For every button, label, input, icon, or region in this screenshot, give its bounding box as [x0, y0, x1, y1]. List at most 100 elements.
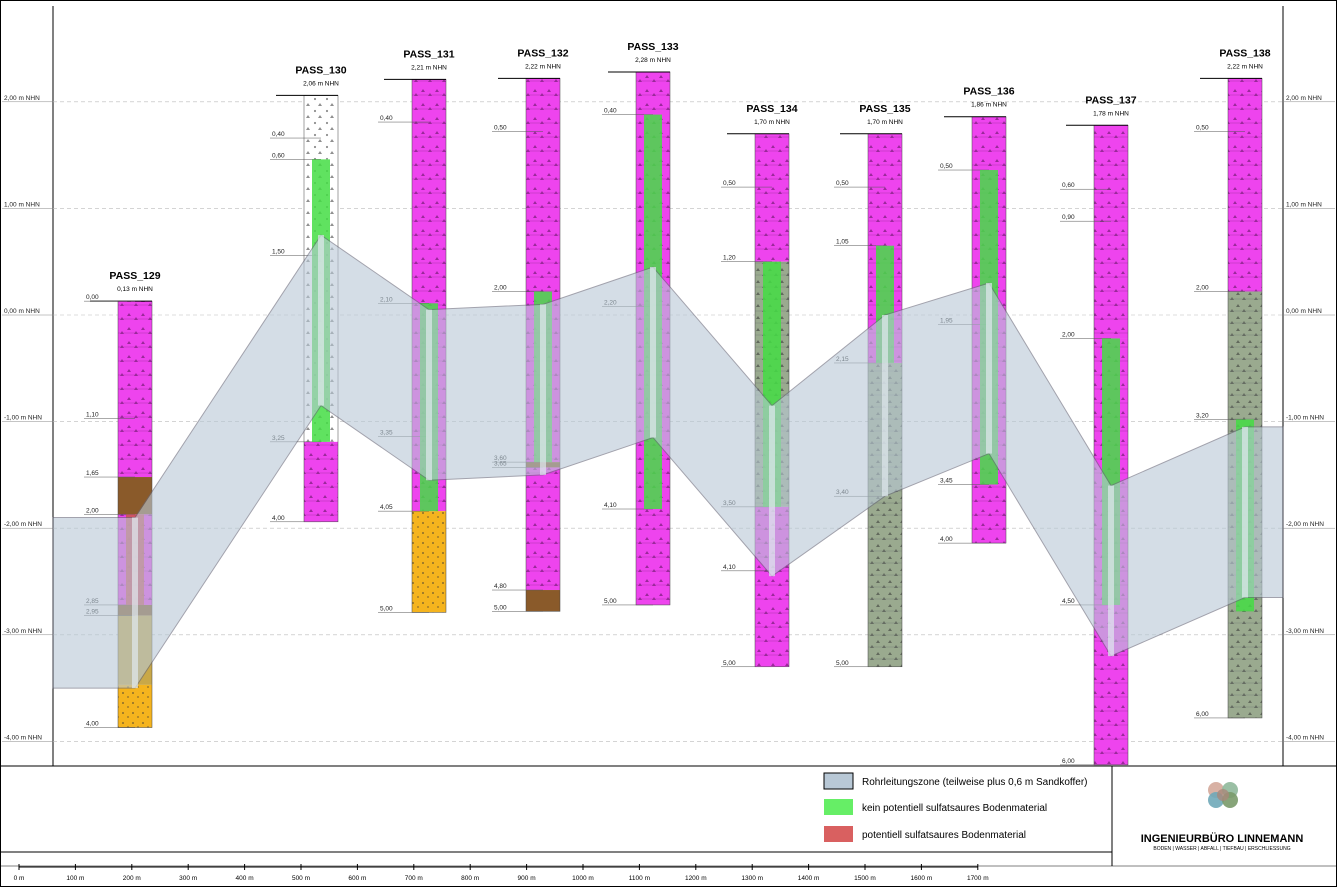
borehole-elevation: 2,28 m NHN — [635, 57, 671, 64]
elevation-axis-left: 2,00 m NHN 1,00 m NHN 0,00 m NHN -1,00 m NH… — [2, 95, 53, 742]
elevation-label-right: 2,00 m NHN — [1286, 95, 1322, 102]
depth-marker-label: 6,00 — [1062, 758, 1075, 765]
legend: Rohrleitungszone (teilweise plus 0,6 m S… — [823, 772, 1088, 842]
depth-marker-label: 1,65 — [86, 470, 99, 477]
depth-marker-label: 0,50 — [723, 180, 736, 187]
soil-layer-hatch — [1094, 125, 1128, 339]
scale-label: 1400 m — [798, 875, 820, 882]
borehole-pass_138: 0,50 2,00 3,20 6,00 — [1194, 77, 1263, 719]
elevation-label-right: 1,00 m NHN — [1286, 201, 1322, 208]
scale-label: 1500 m — [854, 875, 876, 882]
legend-swatch-sulfate — [824, 826, 853, 842]
soil-layer-hatch — [304, 441, 338, 522]
scale-label: 800 m — [461, 875, 479, 882]
elevation-gridlines — [53, 101, 1283, 742]
elevation-label-right: 0,00 m NHN — [1286, 308, 1322, 315]
depth-marker-label: 4,50 — [1062, 598, 1075, 605]
legend-label-non-sulfate: kein potentiell sulfatsaures Bodenmateri… — [862, 803, 1047, 814]
depth-marker-label: 4,00 — [940, 536, 953, 543]
elevation-label-right: -3,00 m NHN — [1286, 628, 1324, 635]
company-name: INGENIEURBÜRO LINNEMANN — [1141, 832, 1304, 845]
depth-marker-label: 0,40 — [380, 115, 393, 122]
soil-layer-hatch — [304, 95, 338, 160]
elevation-label-left: -3,00 m NHN — [4, 628, 42, 635]
soil-layer-hatch — [1228, 78, 1262, 292]
pipe-segment — [318, 235, 324, 406]
borehole-elevation: 2,22 m NHN — [1227, 63, 1263, 70]
depth-marker-label: 5,00 — [723, 660, 736, 667]
depth-marker-label: 4,10 — [604, 502, 617, 509]
borehole-elevation: 1,70 m NHN — [754, 119, 790, 126]
borehole-labels: PASS_129 0,13 m NHN PASS_130 2,06 m NHN PASS… — [109, 41, 1270, 293]
elevation-label-left: -2,00 m NHN — [4, 521, 42, 528]
depth-marker-label: 1,05 — [836, 239, 849, 246]
soil-layer-brown — [526, 590, 560, 612]
borehole-elevation: 2,22 m NHN — [525, 63, 561, 70]
borehole-name: PASS_137 — [1085, 94, 1136, 106]
depth-marker-label: 0,60 — [1062, 182, 1075, 189]
company-tagline: BODEN | WASSER | ABFALL | TIEFBAU | ERSC… — [1153, 846, 1290, 852]
scale-label: 500 m — [292, 875, 310, 882]
depth-marker-label: 2,00 — [86, 507, 99, 514]
scale-label: 600 m — [348, 875, 366, 882]
elevation-axis-right: 2,00 m NHN 1,00 m NHN 0,00 m NHN -1,00 m NH… — [1283, 95, 1335, 742]
borehole-name: PASS_130 — [295, 64, 346, 76]
borehole-elevation: 0,13 m NHN — [117, 286, 153, 293]
scale-bar: 0 m 100 m 200 m 300 m 400 m 500 m 600 m 700 m 80… — [14, 864, 989, 882]
borehole-name: PASS_135 — [859, 103, 910, 115]
elevation-label-right: -2,00 m NHN — [1286, 521, 1324, 528]
pipe-segment — [1242, 426, 1248, 598]
soil-layer-hatch — [755, 133, 789, 262]
borehole-name: PASS_132 — [517, 47, 568, 59]
scale-label: 1000 m — [572, 875, 594, 882]
company-logo — [1208, 782, 1238, 808]
pipe-segment — [769, 405, 775, 577]
pipe-segment — [426, 309, 432, 481]
depth-marker-label: 0,50 — [940, 163, 953, 170]
legend-label-sulfate: potentiell sulfatsaures Bodenmaterial — [862, 830, 1026, 841]
depth-marker-label: 0,50 — [836, 180, 849, 187]
depth-marker-label: 2,00 — [1062, 331, 1075, 338]
scale-label: 1700 m — [967, 875, 989, 882]
depth-marker-label: 4,80 — [494, 583, 507, 590]
borehole-elevation: 1,86 m NHN — [971, 102, 1007, 109]
borehole-name: PASS_138 — [1219, 47, 1270, 59]
pipe-segment — [986, 283, 992, 454]
depth-marker-label: 0,50 — [494, 125, 507, 132]
depth-marker-label: 4,00 — [272, 515, 285, 522]
borehole-elevation: 1,78 m NHN — [1093, 110, 1129, 117]
scale-label: 900 m — [518, 875, 536, 882]
scale-label: 200 m — [123, 875, 141, 882]
depth-marker-label: 0,90 — [1062, 214, 1075, 221]
borehole-elevation: 2,06 m NHN — [303, 80, 339, 87]
depth-marker-label: 4,00 — [86, 721, 99, 728]
depth-marker-label: 0,00 — [86, 294, 99, 301]
pipe-segment — [650, 267, 656, 438]
depth-marker-label: 5,00 — [604, 598, 617, 605]
elevation-label-right: -1,00 m NHN — [1286, 415, 1324, 422]
elevation-label-left: 0,00 m NHN — [4, 308, 40, 315]
scale-label: 1600 m — [911, 875, 933, 882]
depth-marker-label: 0,50 — [1196, 125, 1209, 132]
legend-label-pipe-zone: Rohrleitungszone (teilweise plus 0,6 m S… — [862, 777, 1088, 788]
depth-marker-label: 2,00 — [494, 285, 507, 292]
elevation-label-left: -1,00 m NHN — [4, 415, 42, 422]
depth-marker-label: 6,00 — [1196, 711, 1209, 718]
depth-marker-label: 0,60 — [272, 152, 285, 159]
soil-layer-hatch — [412, 511, 446, 613]
depth-marker-label: 1,10 — [86, 411, 99, 418]
borehole-name: PASS_133 — [627, 41, 678, 53]
pipe-zone-band — [52, 234, 1284, 689]
scale-label: 400 m — [236, 875, 254, 882]
depth-marker-label: 1,20 — [723, 255, 736, 262]
scale-label: 1300 m — [741, 875, 763, 882]
legend-swatch-non-sulfate — [824, 799, 853, 815]
borehole-elevation: 2,21 m NHN — [411, 64, 447, 71]
scale-label: 1200 m — [685, 875, 707, 882]
scale-label: 1100 m — [629, 875, 650, 882]
pipe-segment — [132, 517, 138, 689]
borehole-elevation: 1,70 m NHN — [867, 119, 903, 126]
elevation-label-right: -4,00 m NHN — [1286, 734, 1324, 741]
elevation-label-left: -4,00 m NHN — [4, 734, 42, 741]
scale-label: 700 m — [405, 875, 423, 882]
